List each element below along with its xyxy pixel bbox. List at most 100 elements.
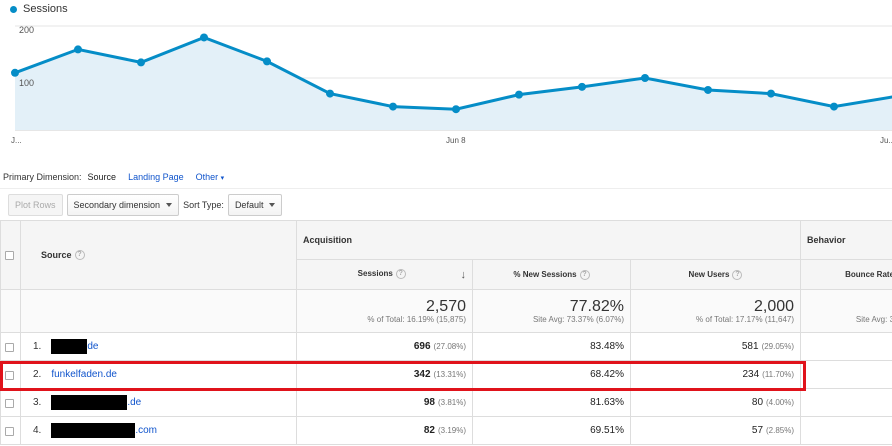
- sort-type-label: Sort Type:: [183, 199, 224, 210]
- x-label-jun8: Jun 8: [446, 136, 466, 145]
- new-sessions-cell: 81.63%: [472, 388, 631, 417]
- bounce-rate-cell: [800, 416, 892, 445]
- row-checkbox-cell[interactable]: [0, 332, 21, 361]
- source-cell: 1. de: [20, 332, 297, 361]
- data-point[interactable]: [767, 89, 775, 98]
- source-link[interactable]: de: [87, 340, 99, 352]
- sessions-value: 98: [423, 397, 435, 408]
- row-checkbox[interactable]: [5, 398, 14, 408]
- source-header-label: Source: [41, 249, 72, 260]
- data-point[interactable]: [389, 102, 397, 111]
- bounce-rate-header[interactable]: Bounce Rate: [800, 259, 892, 290]
- help-icon[interactable]: ?: [395, 268, 406, 279]
- totals-bounce-sub: Site Avg: 3: [855, 315, 892, 324]
- totals-sessions-value: 2,570: [425, 298, 466, 315]
- primary-dimension-label: Primary Dimension:: [3, 172, 82, 182]
- data-point[interactable]: [578, 82, 586, 91]
- new-users-value: 581: [741, 341, 759, 352]
- sessions-cell: 696 (27.08%): [296, 332, 473, 361]
- bounce-rate-cell: [800, 360, 892, 389]
- caret-down-icon: [269, 202, 276, 207]
- sessions-pct: (13.31%): [433, 370, 466, 379]
- new-sessions-header-label: % New Sessions: [513, 269, 577, 279]
- data-point[interactable]: [452, 105, 460, 114]
- data-point[interactable]: [74, 45, 82, 54]
- data-point[interactable]: [326, 89, 334, 98]
- row-index: 1.: [33, 340, 42, 352]
- bounce-rate-cell: [800, 332, 892, 361]
- totals-new-users: 2,000% of Total: 17.17% (11,647): [629, 289, 802, 333]
- row-checkbox[interactable]: [5, 370, 14, 380]
- totals-bounce-rate: Site Avg: 3: [800, 289, 892, 333]
- new-sessions-cell: 83.48%: [472, 332, 631, 361]
- legend-dot-icon: [10, 5, 17, 13]
- sessions-pct: (3.81%): [437, 398, 466, 407]
- totals-sessions-sub: % of Total: 16.19% (15,875): [367, 315, 466, 324]
- new-sessions-cell: 69.51%: [472, 416, 631, 445]
- row-checkbox-cell[interactable]: [0, 360, 21, 389]
- bounce-rate-cell: [800, 388, 892, 417]
- select-all-cell[interactable]: [0, 220, 21, 290]
- plot-rows-button[interactable]: Plot Rows: [8, 193, 63, 216]
- help-icon[interactable]: ?: [74, 250, 85, 261]
- totals-empty-cell: [0, 289, 21, 333]
- totals-new-sessions-value: 77.82%: [569, 298, 624, 315]
- totals-sessions: 2,570% of Total: 16.19% (15,875): [296, 289, 473, 333]
- totals-new-users-sub: % of Total: 17.17% (11,647): [696, 315, 795, 324]
- table-row: 3. .de 98 (3.81%) 81.63% 80 (4.00%): [0, 388, 892, 417]
- source-link[interactable]: funkelfaden.de: [51, 369, 117, 380]
- dimension-landing-page[interactable]: Landing Page: [128, 172, 184, 182]
- help-icon[interactable]: ?: [732, 269, 743, 280]
- report-toolbar: Plot Rows Secondary dimension Sort Type:…: [0, 188, 892, 220]
- data-point[interactable]: [704, 85, 712, 94]
- new-users-pct: (29.05%): [761, 342, 795, 351]
- sessions-chart-svg: 200 100 J... Jun 8 Ju...: [11, 25, 892, 145]
- source-link[interactable]: .com: [135, 424, 158, 436]
- data-point[interactable]: [137, 58, 145, 67]
- sessions-pct: (27.08%): [433, 342, 466, 351]
- row-index: 3.: [33, 396, 42, 408]
- sessions-value: 82: [423, 425, 435, 436]
- sessions-area: [15, 37, 892, 130]
- sort-type-dropdown[interactable]: Default: [227, 193, 283, 216]
- sessions-value: 696: [413, 341, 431, 352]
- help-icon[interactable]: ?: [579, 269, 590, 280]
- totals-new-sessions: 77.82% Site Avg: 73.37% (6.07%): [472, 289, 631, 333]
- behavior-header: Behavior: [800, 220, 892, 260]
- data-point[interactable]: [263, 57, 271, 66]
- data-point[interactable]: [515, 90, 523, 99]
- select-all-checkbox[interactable]: [5, 251, 14, 261]
- sessions-pct: (3.19%): [437, 426, 466, 435]
- chart-legend[interactable]: Sessions: [10, 3, 68, 15]
- row-checkbox-cell[interactable]: [0, 388, 21, 417]
- row-checkbox[interactable]: [5, 426, 14, 436]
- dimension-other[interactable]: Other ▾: [195, 172, 225, 182]
- new-users-pct: (2.85%): [766, 426, 795, 435]
- new-users-cell: 234 (11.70%): [629, 360, 802, 389]
- secondary-dimension-dropdown[interactable]: Secondary dimension: [66, 193, 180, 216]
- totals-new-sessions-sub: Site Avg: 73.37% (6.07%): [532, 315, 624, 324]
- data-point[interactable]: [11, 68, 19, 77]
- data-point[interactable]: [641, 74, 649, 82]
- new-users-cell: 80 (4.00%): [629, 388, 802, 417]
- source-link[interactable]: .de: [127, 396, 142, 408]
- new-sessions-header[interactable]: % New Sessions?: [472, 259, 631, 290]
- row-checkbox-cell[interactable]: [0, 416, 21, 445]
- new-users-value: 80: [751, 397, 764, 408]
- row-checkbox[interactable]: [5, 342, 14, 352]
- x-label-start: J...: [11, 136, 22, 145]
- bounce-rate-header-label: Bounce Rate: [845, 270, 892, 279]
- sessions-chart: 200 100 J... Jun 8 Ju... Sessions: [0, 0, 892, 150]
- new-users-pct: (4.00%): [766, 398, 795, 407]
- row-index: 2.: [33, 369, 42, 380]
- secondary-dimension-label: Secondary dimension: [73, 199, 161, 210]
- new-users-header[interactable]: New Users?: [629, 259, 802, 290]
- source-header[interactable]: Source?: [20, 220, 297, 290]
- data-point[interactable]: [200, 33, 208, 42]
- new-users-pct: (11.70%): [762, 370, 795, 379]
- sort-desc-icon[interactable]: ↓: [460, 268, 467, 281]
- dimension-source[interactable]: Source: [87, 172, 117, 182]
- data-point[interactable]: [830, 102, 838, 111]
- sessions-cell: 98 (3.81%): [296, 388, 473, 417]
- sessions-header[interactable]: Sessions? ↓: [296, 259, 473, 290]
